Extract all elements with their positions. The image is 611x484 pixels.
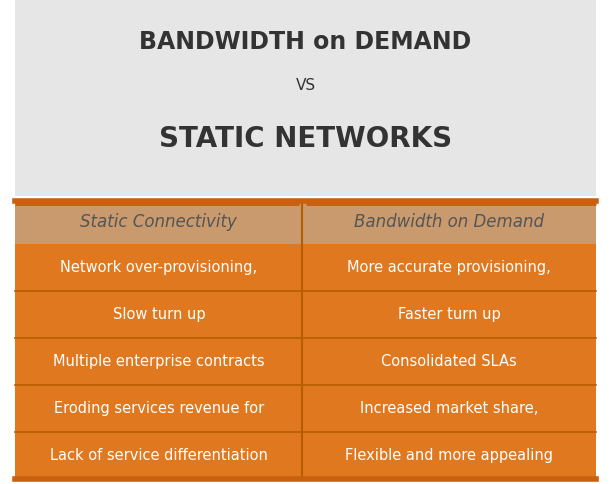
Text: VS: VS: [296, 78, 315, 93]
Text: Slow turn up: Slow turn up: [112, 307, 205, 322]
Text: Network over-provisioning,: Network over-provisioning,: [60, 260, 257, 275]
Text: Multiple enterprise contracts: Multiple enterprise contracts: [53, 354, 265, 369]
Text: STATIC NETWORKS: STATIC NETWORKS: [159, 125, 452, 153]
Bar: [15, 0, 596, 196]
Text: Eroding services revenue for: Eroding services revenue for: [54, 401, 264, 416]
Text: More accurate provisioning,: More accurate provisioning,: [347, 260, 551, 275]
Bar: [302, 201, 596, 244]
Bar: [15, 201, 302, 244]
Text: Lack of service differentiation: Lack of service differentiation: [50, 448, 268, 463]
Bar: [15, 201, 596, 479]
Text: Static Connectivity: Static Connectivity: [81, 213, 237, 231]
Text: Faster turn up: Faster turn up: [398, 307, 500, 322]
Text: Consolidated SLAs: Consolidated SLAs: [381, 354, 517, 369]
Text: Increased market share,: Increased market share,: [360, 401, 538, 416]
Text: Flexible and more appealing: Flexible and more appealing: [345, 448, 553, 463]
Text: Bandwidth on Demand: Bandwidth on Demand: [354, 213, 544, 231]
Text: BANDWIDTH on DEMAND: BANDWIDTH on DEMAND: [139, 30, 472, 54]
